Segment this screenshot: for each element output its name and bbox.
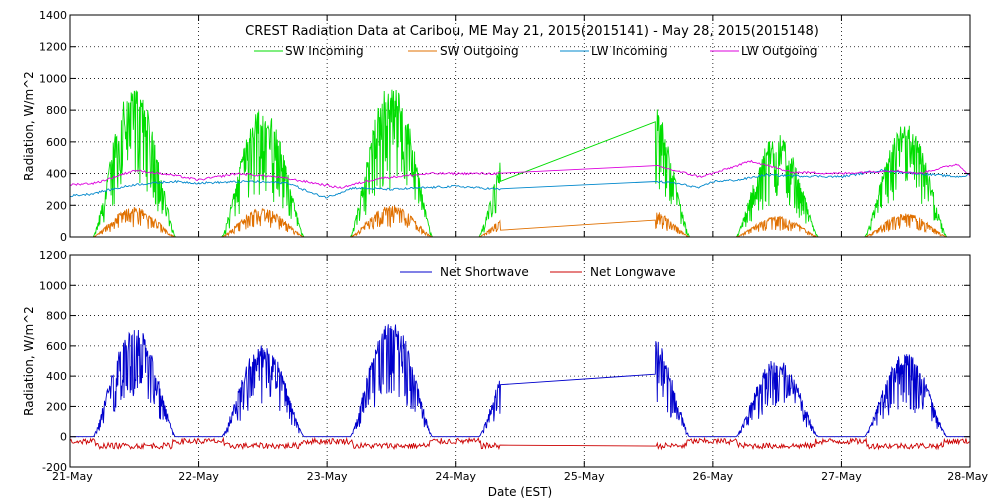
- series-line-net-longwave: [69, 436, 970, 451]
- legend-label-net-shortwave: Net Shortwave: [440, 265, 529, 279]
- top-legend: SW Incoming SW Outgoing LW Incoming LW O…: [254, 44, 818, 58]
- x-tick-label: 22-May: [178, 470, 219, 483]
- x-tick-label: 26-May: [692, 470, 733, 483]
- legend-label-net-longwave: Net Longwave: [590, 265, 676, 279]
- top-y-ticks: 0 200 400 600 800 1000 1200 1400: [39, 9, 971, 244]
- y-tick-label: 200: [46, 400, 67, 413]
- y-tick-label: 1000: [39, 279, 67, 292]
- y-tick-label: 600: [46, 340, 67, 353]
- series-line-lw-incoming: [69, 168, 971, 199]
- y-tick-label: 0: [60, 231, 67, 244]
- top-grid: [70, 15, 970, 237]
- y-tick-label: 800: [46, 310, 67, 323]
- y-tick-label: 600: [46, 136, 67, 149]
- y-tick-label: 800: [46, 104, 67, 117]
- y-tick-label: -200: [42, 461, 67, 474]
- x-axis-title: Date (EST): [488, 485, 552, 499]
- series-line-net-shortwave: [70, 324, 970, 438]
- bottom-y-axis-title: Radiation, W/m^2: [22, 306, 36, 416]
- chart-title: CREST Radiation Data at Caribou, ME May …: [245, 24, 819, 39]
- y-tick-label: 1400: [39, 9, 67, 22]
- x-tick-label: 24-May: [435, 470, 476, 483]
- legend-label-lw-outgoing: LW Outgoing: [741, 44, 818, 58]
- legend-label-sw-incoming: SW Incoming: [285, 44, 364, 58]
- y-tick-label: 1000: [39, 72, 67, 85]
- top-panel: 0 200 400 600 800 1000 1200 1400 CREST Radiatio…: [22, 9, 971, 244]
- bottom-series: [69, 324, 970, 451]
- bottom-grid: [70, 255, 970, 467]
- top-y-axis-title: Radiation, W/m^2: [22, 71, 36, 181]
- bottom-plot-frame: [69, 254, 971, 468]
- y-tick-label: 400: [46, 168, 67, 181]
- legend-label-lw-incoming: LW Incoming: [591, 44, 668, 58]
- x-tick-label: 28-May: [947, 470, 988, 483]
- x-ticks: 21-May 22-May 23-May 24-May 25-May 26-May 27-M…: [52, 255, 988, 483]
- x-tick-label: 21-May: [52, 470, 93, 483]
- x-tick-label: 25-May: [564, 470, 605, 483]
- y-tick-label: 200: [46, 199, 67, 212]
- y-tick-label: 400: [46, 370, 67, 383]
- y-tick-label: 1200: [39, 249, 67, 262]
- bottom-panel: -200 0 200 400 600 800 1000 1200 21-May 22-May 23…: [22, 249, 988, 499]
- top-plot-frame: [69, 14, 971, 238]
- y-tick-label: 0: [60, 431, 67, 444]
- x-tick-label: 23-May: [307, 470, 348, 483]
- y-tick-label: 1200: [39, 41, 67, 54]
- legend-label-sw-outgoing: SW Outgoing: [440, 44, 519, 58]
- x-tick-label: 27-May: [821, 470, 862, 483]
- series-line-lw-outgoing: [69, 159, 971, 189]
- bottom-y-ticks: -200 0 200 400 600 800 1000 1200: [39, 249, 970, 474]
- bottom-legend: Net Shortwave Net Longwave: [400, 265, 676, 279]
